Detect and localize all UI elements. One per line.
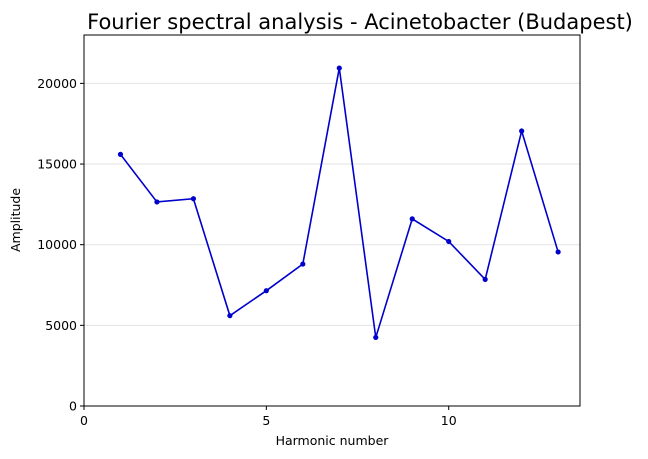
y-tick-label-1: 5000 (45, 318, 77, 333)
series (117, 65, 561, 341)
x-axis: 0 5 10 (80, 406, 457, 428)
grid (84, 82, 580, 407)
data-point-7 (336, 65, 342, 71)
data-point-1 (117, 151, 124, 157)
plot-area (83, 34, 581, 407)
y-tick-label-0: 0 (69, 399, 77, 414)
data-point-5 (263, 288, 269, 294)
data-point-11 (482, 276, 488, 282)
x-tick-label-2: 10 (441, 413, 457, 428)
y-tick-label-4: 20000 (37, 76, 77, 91)
data-point-2 (154, 199, 160, 205)
data-point-10 (446, 238, 452, 245)
y-axis: 0 5000 10000 15000 20000 (37, 76, 84, 414)
data-point-4 (227, 313, 233, 319)
data-point-3 (190, 196, 197, 202)
data-point-6 (300, 261, 306, 267)
x-tick-label-0: 0 (80, 413, 88, 428)
x-axis-label: Harmonic number (276, 433, 390, 448)
y-tick-label-2: 10000 (37, 237, 77, 252)
series-line-0 (119, 67, 559, 338)
data-point-12 (519, 128, 525, 134)
data-point-8 (373, 334, 379, 341)
chart-title: Fourier spectral analysis - Acinetobacte… (87, 10, 633, 34)
y-axis-label: Amplitude (8, 188, 23, 252)
data-point-9 (409, 216, 415, 222)
y-tick-label-3: 15000 (37, 157, 77, 172)
data-point-13 (555, 249, 561, 255)
x-tick-label-1: 5 (262, 413, 270, 428)
